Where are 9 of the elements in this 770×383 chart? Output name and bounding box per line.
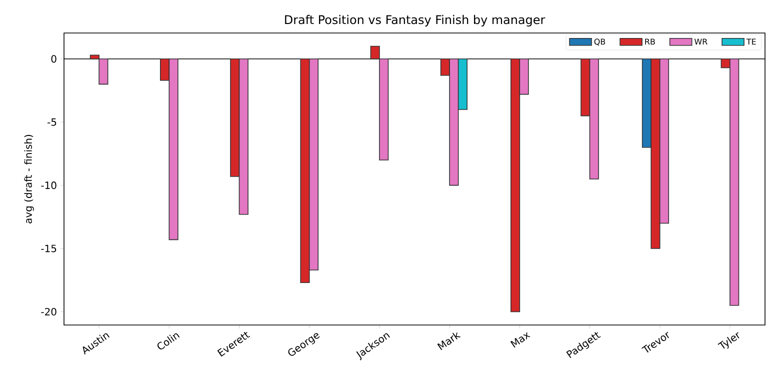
y-tick-label: -15 bbox=[41, 244, 56, 252]
x-tick-label: Colin bbox=[157, 333, 180, 350]
y-tick-label: -5 bbox=[48, 118, 56, 126]
y-axis-title: avg (draft - finish) bbox=[24, 134, 34, 224]
y-tick-label: -10 bbox=[41, 182, 56, 190]
x-tick-label: Max bbox=[510, 332, 530, 348]
chart-title: Draft Position vs Fantasy Finish by manager bbox=[285, 14, 546, 26]
y-tick-label: 0 bbox=[51, 55, 56, 63]
y-tick-label: -20 bbox=[41, 308, 56, 316]
